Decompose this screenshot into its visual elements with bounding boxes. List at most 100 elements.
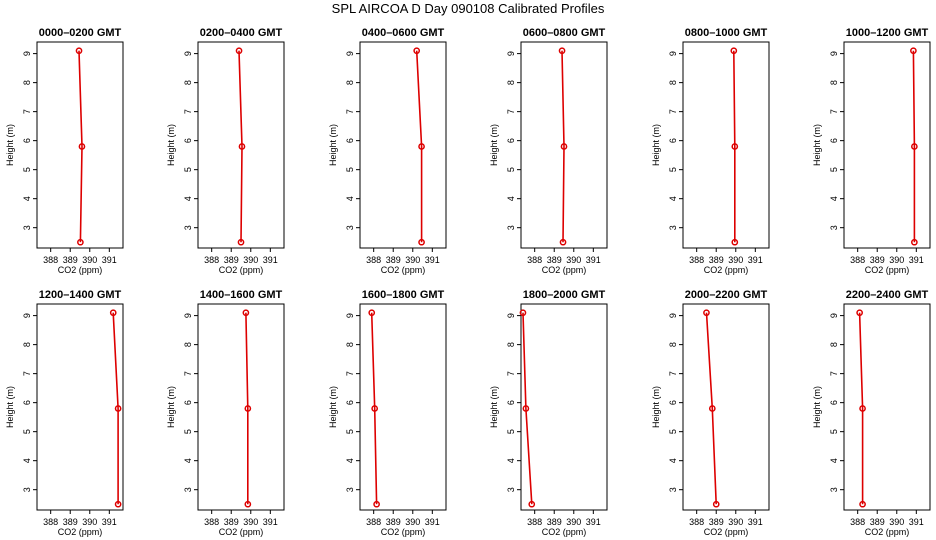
x-tick-label: 389 [709, 517, 724, 527]
profile-panel: 2000–2200 GMT 388 389 390 391 3 4 5 6 7 8 9 CO2 (ppm… [651, 289, 770, 537]
x-tick-label: 388 [43, 517, 58, 527]
y-axis-label: Height (m) [489, 386, 499, 428]
profile-line [561, 50, 565, 243]
x-tick-label: 391 [909, 255, 924, 265]
y-tick-label: 7 [506, 109, 516, 114]
y-tick-label: 3 [183, 487, 193, 492]
profile-point [859, 500, 866, 508]
panel-title: 1200–1400 GMT [39, 289, 122, 301]
x-tick-label: 390 [82, 517, 97, 527]
x-axis-label: CO2 (ppm) [704, 265, 749, 275]
y-tick-label: 6 [183, 138, 193, 143]
x-tick-label: 391 [586, 517, 601, 527]
x-tick-label: 391 [586, 255, 601, 265]
x-tick-label: 390 [243, 255, 258, 265]
y-tick-label: 6 [345, 400, 355, 405]
x-tick-label: 389 [224, 517, 239, 527]
plot-frame [359, 303, 447, 511]
panel-title: 1600–1800 GMT [362, 289, 445, 301]
y-tick-label: 3 [345, 487, 355, 492]
x-tick-label: 388 [689, 255, 704, 265]
y-axis-label: Height (m) [166, 386, 176, 428]
profile-panel: 0600–0800 GMT 388 389 390 391 3 4 5 6 7 8 9 CO2 (ppm… [489, 27, 608, 275]
profile-point [558, 47, 566, 55]
y-tick-label: 4 [829, 458, 839, 463]
plot-frame [36, 303, 124, 511]
profile-point [712, 500, 720, 508]
panel-title: 0800–1000 GMT [685, 27, 768, 39]
x-tick-label: 390 [405, 517, 420, 527]
profile-line [370, 312, 378, 505]
profile-panel: 1800–2000 GMT 388 389 390 391 3 4 5 6 7 8 9 CO2 (ppm… [489, 289, 608, 537]
y-tick-label: 4 [22, 196, 32, 201]
profile-line [245, 312, 249, 505]
y-tick-label: 4 [506, 196, 516, 201]
profile-point [368, 309, 376, 317]
profile-line [238, 50, 243, 243]
y-tick-label: 5 [22, 167, 32, 172]
y-tick-label: 8 [345, 80, 355, 85]
profile-line [112, 312, 119, 505]
x-tick-label: 389 [224, 255, 239, 265]
figure-title: SPL AIRCOA D Day 090108 Calibrated Profi… [331, 1, 605, 16]
y-tick-label: 3 [829, 225, 839, 230]
x-tick-label: 388 [204, 517, 219, 527]
profile-point [731, 143, 739, 150]
y-tick-label: 7 [668, 109, 678, 114]
y-tick-label: 3 [22, 225, 32, 230]
x-tick-label: 389 [547, 255, 562, 265]
y-tick-label: 6 [506, 400, 516, 405]
x-tick-label: 391 [748, 255, 763, 265]
profile-panel: 0800–1000 GMT 388 389 390 391 3 4 5 6 7 8 9 CO2 (ppm… [651, 27, 770, 275]
x-tick-label: 390 [728, 517, 743, 527]
profile-line [78, 50, 83, 243]
y-tick-label: 4 [22, 458, 32, 463]
x-tick-label: 388 [366, 517, 381, 527]
x-tick-label: 389 [63, 517, 78, 527]
panel-title: 0000–0200 GMT [39, 27, 122, 39]
y-tick-label: 3 [345, 225, 355, 230]
y-tick-label: 5 [506, 429, 516, 434]
x-tick-label: 388 [689, 517, 704, 527]
profile-panel: 2200–2400 GMT 388 389 390 391 3 4 5 6 7 8 9 CO2 (ppm… [812, 289, 931, 537]
y-tick-label: 9 [668, 313, 678, 318]
x-axis-label: CO2 (ppm) [58, 527, 103, 537]
y-tick-label: 4 [668, 458, 678, 463]
plot-frame [359, 41, 447, 249]
y-axis-label: Height (m) [489, 124, 499, 166]
plot-frame [843, 41, 931, 249]
y-tick-label: 9 [506, 313, 516, 318]
y-tick-label: 8 [345, 342, 355, 347]
y-tick-label: 8 [22, 80, 32, 85]
y-tick-label: 9 [345, 51, 355, 56]
y-tick-label: 7 [506, 371, 516, 376]
x-tick-label: 391 [425, 255, 440, 265]
y-tick-label: 8 [829, 80, 839, 85]
panel-title: 0400–0600 GMT [362, 27, 445, 39]
profile-point [708, 405, 716, 412]
x-tick-label: 391 [263, 255, 278, 265]
profile-point [373, 500, 380, 508]
y-tick-label: 7 [345, 109, 355, 114]
profile-point [114, 500, 122, 508]
y-tick-label: 6 [506, 138, 516, 143]
y-tick-label: 5 [829, 167, 839, 172]
y-tick-label: 8 [22, 342, 32, 347]
x-axis-label: CO2 (ppm) [219, 265, 264, 275]
y-tick-label: 5 [183, 429, 193, 434]
panel-title: 1400–1600 GMT [200, 289, 283, 301]
x-axis-label: CO2 (ppm) [542, 527, 587, 537]
y-tick-label: 8 [668, 80, 678, 85]
y-tick-label: 9 [829, 51, 839, 56]
x-tick-label: 391 [748, 517, 763, 527]
y-tick-label: 5 [183, 167, 193, 172]
y-tick-label: 3 [668, 487, 678, 492]
y-axis-label: Height (m) [5, 124, 15, 166]
profile-point [244, 500, 252, 508]
plot-frame [682, 303, 770, 511]
y-tick-label: 8 [506, 80, 516, 85]
y-tick-label: 9 [22, 51, 32, 56]
y-tick-label: 4 [829, 196, 839, 201]
y-tick-label: 4 [183, 458, 193, 463]
profile-point [418, 238, 425, 246]
